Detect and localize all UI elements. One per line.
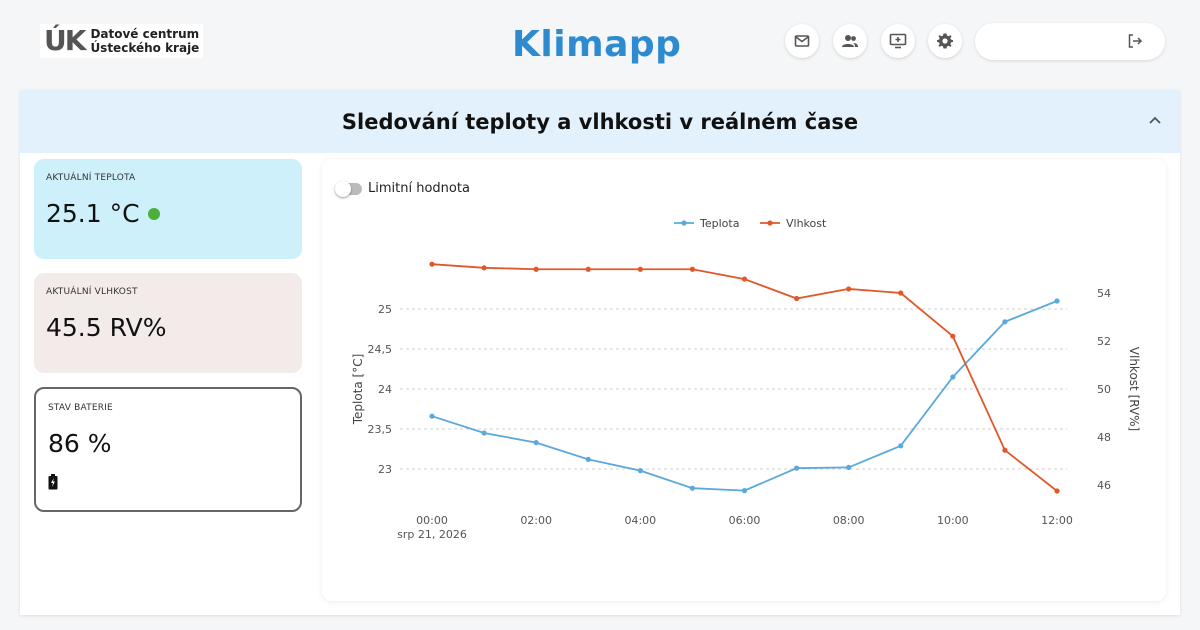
legend-label: Vlhkost — [786, 217, 827, 230]
y-tick-label: 23,5 — [368, 423, 393, 436]
data-point — [1002, 319, 1008, 325]
battery-charging-icon — [48, 474, 58, 490]
legend-label: Teplota — [699, 217, 739, 230]
data-point — [741, 488, 748, 494]
mail-icon — [794, 35, 810, 47]
series-line-vlhkost — [431, 263, 1058, 492]
data-point — [1054, 488, 1060, 494]
temperature-value-row: 25.1 °C — [46, 199, 290, 228]
data-point — [533, 266, 539, 272]
humidity-value: 45.5 RV% — [46, 313, 167, 342]
data-point — [585, 456, 591, 462]
x-tick-label: 04:00 — [624, 514, 656, 527]
data-point — [950, 333, 956, 339]
chart-card: Limitní hodnota 23 23,5 24 24,5 25 46 48 50 52 54… — [322, 159, 1166, 601]
logo-line-2: Ústeckého kraje — [90, 41, 200, 55]
panel-header[interactable]: Sledování teploty a vlhkosti v reálném č… — [20, 90, 1180, 153]
user-menu[interactable] — [975, 23, 1165, 60]
data-point — [898, 290, 904, 296]
x-tick-label: 08:00 — [833, 514, 865, 527]
y-tick-label: 25 — [378, 303, 392, 316]
y-tick-label: 24,5 — [368, 343, 393, 356]
data-point — [741, 276, 748, 282]
x-tick-label: 00:00 — [416, 514, 448, 527]
data-point — [429, 261, 435, 267]
limit-toggle[interactable] — [335, 181, 362, 197]
data-point — [898, 443, 904, 449]
data-point — [533, 440, 539, 446]
battery-value: 86 % — [48, 429, 112, 458]
users-button[interactable] — [833, 24, 867, 58]
data-point — [637, 266, 643, 272]
data-point — [429, 413, 435, 419]
data-point — [950, 374, 956, 380]
data-point — [1054, 298, 1060, 304]
data-point — [637, 468, 643, 474]
temperature-card: AKTUÁLNÍ TEPLOTA 25.1 °C — [34, 159, 302, 259]
data-point — [846, 286, 852, 292]
data-point — [689, 485, 696, 491]
data-point — [846, 464, 852, 470]
data-point — [689, 266, 696, 272]
temperature-label: AKTUÁLNÍ TEPLOTA — [46, 173, 136, 183]
users-icon — [842, 35, 858, 47]
data-point — [481, 265, 487, 271]
legend-marker — [767, 220, 773, 226]
add-device-button[interactable] — [881, 24, 915, 58]
series-line-teplota — [431, 300, 1058, 492]
settings-button[interactable] — [928, 24, 962, 58]
top-header: ÚK Datové centrum Ústeckého kraje Klimap… — [0, 0, 1200, 86]
x-tick-label: 12:00 — [1041, 514, 1073, 527]
data-point — [793, 295, 800, 302]
x-tick-label: 02:00 — [520, 514, 552, 527]
y2-tick-label: 50 — [1097, 383, 1111, 396]
line-chart[interactable]: 23 23,5 24 24,5 25 46 48 50 52 54 Teplota [°C] Vlhk… — [322, 159, 1166, 601]
region-logo[interactable]: ÚK Datové centrum Ústeckého kraje — [40, 24, 204, 58]
x-sublabel: srp 21, 2026 — [397, 528, 467, 541]
panel-title: Sledování teploty a vlhkosti v reálném č… — [341, 109, 859, 134]
y2-tick-label: 52 — [1097, 335, 1111, 348]
battery-label: STAV BATERIE — [48, 403, 113, 413]
logout-icon — [1128, 34, 1143, 48]
y2-axis-label: Vlhkost [RV%] — [1127, 347, 1141, 431]
legend-marker — [681, 220, 687, 226]
status-dot — [147, 207, 160, 220]
x-tick-label: 06:00 — [729, 514, 761, 527]
data-point — [1002, 447, 1008, 453]
logo-text: Datové centrum Ústeckého kraje — [90, 27, 199, 55]
app-brand[interactable]: Klimapp — [512, 24, 682, 65]
toggle-knob — [335, 181, 351, 197]
battery-card: STAV BATERIE 86 % — [34, 387, 302, 512]
humidity-card: AKTUÁLNÍ VLHKOST 45.5 RV% — [34, 273, 302, 373]
y2-tick-label: 48 — [1097, 431, 1111, 444]
y2-tick-label: 54 — [1097, 287, 1111, 300]
realtime-panel: Sledování teploty a vlhkosti v reálném č… — [20, 90, 1180, 615]
limit-toggle-label: Limitní hodnota — [368, 181, 470, 196]
x-tick-label: 10:00 — [937, 514, 969, 527]
logo-mark: ÚK — [44, 24, 86, 57]
mail-button[interactable] — [785, 24, 819, 58]
data-point — [481, 430, 487, 436]
logo-line-1: Datové centrum — [90, 27, 200, 41]
y-axis-label: Teplota [°C] — [351, 354, 365, 426]
y2-tick-label: 46 — [1097, 479, 1111, 492]
humidity-label: AKTUÁLNÍ VLHKOST — [46, 287, 138, 297]
y-tick-label: 24 — [378, 383, 392, 396]
y-tick-label: 23 — [378, 463, 392, 476]
data-point — [585, 266, 591, 272]
logout-button[interactable] — [1125, 31, 1145, 51]
temperature-value: 25.1 °C — [46, 199, 140, 228]
chevron-up-icon[interactable] — [1146, 112, 1164, 130]
gear-icon — [937, 33, 953, 49]
monitor-add-icon — [889, 33, 907, 49]
data-point — [793, 465, 800, 471]
